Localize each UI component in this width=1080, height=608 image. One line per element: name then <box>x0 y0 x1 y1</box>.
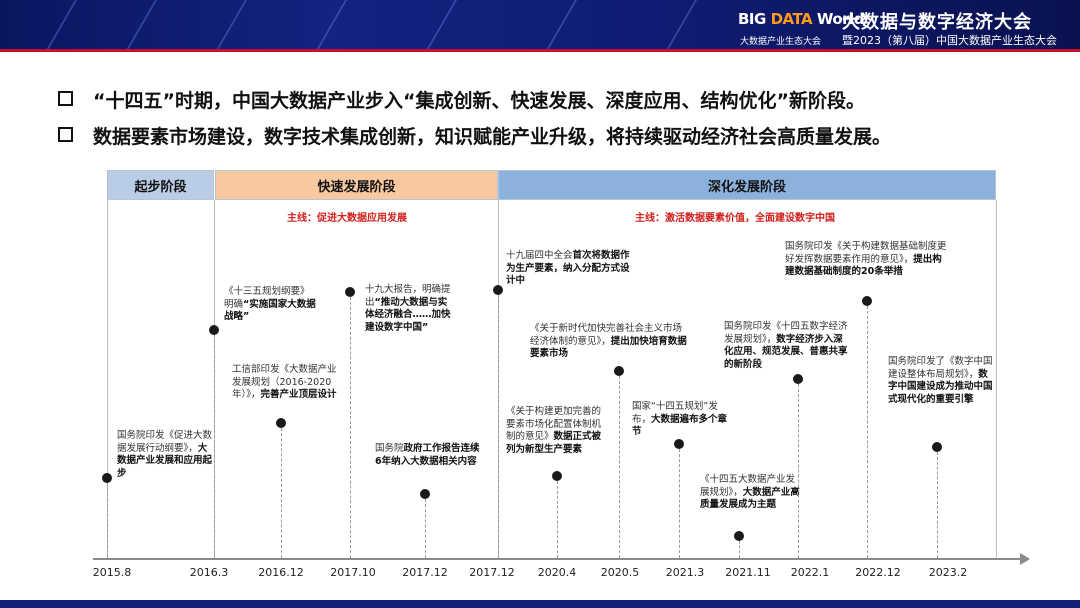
header-stripe <box>0 49 1080 52</box>
tick-label: 2021.3 <box>665 566 705 579</box>
phase-start: 起步阶段 <box>107 170 214 200</box>
event-note-2016-12: 工信部印发《大数据产业发展规划（2016-2020年）》，完善产业顶层设计 <box>232 364 337 400</box>
bullet-1-text: “十四五”时期，中国大数据产业步入“集成创新、快速发展、深度应用、结构优化”新阶… <box>93 90 865 112</box>
tick-label: 2020.4 <box>537 566 577 579</box>
tick-label: 2016.3 <box>189 566 229 579</box>
logo-text: BIG DATA World <box>738 10 864 28</box>
tick-label: 2017.12 <box>402 566 448 579</box>
tick-label: 2016.12 <box>258 566 304 579</box>
event-note-2017-12-plenary: 十九届四中全会首次将数据作为生产要素，纳入分配方式设计中 <box>506 250 630 286</box>
timeline-axis <box>93 558 1023 560</box>
tick-label: 2015.8 <box>92 566 132 579</box>
event-note-2021-3: 国家“十四五规划”发布，大数据遍布多个章节 <box>632 401 728 437</box>
tick-label: 2023.2 <box>928 566 968 579</box>
footer-bar <box>0 600 1080 608</box>
square-bullet-icon <box>58 127 73 142</box>
main-line-1: 主线：促进大数据应用发展 <box>287 213 407 224</box>
conference-title: 大数据与数字经济大会 <box>842 12 1032 33</box>
phase-deepening-development: 深化发展阶段 <box>498 170 996 200</box>
event-note-2022-12: 国务院印发《关于构建数据基础制度更好发挥数据要素作用的意见》，提出构建数据基础制… <box>785 241 947 277</box>
timeline-dot <box>734 531 744 541</box>
timeline-dot <box>276 418 286 428</box>
arrow-right-icon <box>1020 553 1030 565</box>
timeline-dot <box>209 325 219 335</box>
timeline-dot <box>552 471 562 481</box>
square-bullet-icon <box>58 91 73 106</box>
tick-label: 2022.1 <box>790 566 830 579</box>
logo-subtitle: 大数据产业生态大会 <box>740 37 822 47</box>
bullet-2: 数据要素市场建设，数字技术集成创新，知识赋能产业升级，将持续驱动经济社会高质量发… <box>58 122 891 149</box>
tick-label: 2022.12 <box>855 566 901 579</box>
timeline-dot <box>493 285 503 295</box>
timeline-dot <box>932 442 942 452</box>
timeline-dot <box>674 439 684 449</box>
event-note-2020-4: 《关于构建更加完善的要素市场化配置体制机制的意见》数据正式被列为新型生产要素 <box>506 406 602 455</box>
timeline-dot <box>102 473 112 483</box>
bullet-2-text: 数据要素市场建设，数字技术集成创新，知识赋能产业升级，将持续驱动经济社会高质量发… <box>93 126 892 148</box>
timeline-dot <box>614 366 624 376</box>
event-note-2015-8: 国务院印发《促进大数据发展行动纲要》，大数据产业发展和应用起步 <box>117 430 213 479</box>
bullet-1: “十四五”时期，中国大数据产业步入“集成创新、快速发展、深度应用、结构优化”新阶… <box>58 86 865 113</box>
phase-divider <box>996 200 997 558</box>
timeline-dot <box>345 287 355 297</box>
timeline-dot <box>862 296 872 306</box>
event-note-2023-2: 国务院印发了《数字中国建设整体布局规划》，数字中国建设成为推动中国式现代化的重要… <box>888 356 993 405</box>
timeline-dot <box>793 374 803 384</box>
tick-label: 2017.12 <box>469 566 515 579</box>
conference-subtitle: 暨2023（第八届）中国大数据产业生态大会 <box>842 34 1057 47</box>
event-note-2022-1: 国务院印发《十四五数字经济发展规划》，数字经济步入深化应用、规范发展、普惠共享的… <box>724 321 848 370</box>
tick-label: 2021.11 <box>725 566 771 579</box>
tick-label: 2020.5 <box>600 566 640 579</box>
event-note-2020-5: 《关于新时代加快完善社会主义市场经济体制的意见》，提出加快培育数据要素市场 <box>530 323 687 359</box>
phase-divider <box>107 200 108 558</box>
event-note-2021-11: 《十四五大数据产业发展规划》，大数据产业高质量发展成为主题 <box>700 474 800 510</box>
event-note-2017-12-report: 国务院政府工作报告连续6年纳入大数据相关内容 <box>375 443 480 467</box>
phase-rapid-development: 快速发展阶段 <box>215 170 498 200</box>
event-note-2017-10: 十九大报告，明确提出“推动大数据与实体经济融合……加快建设数字中国” <box>365 284 451 333</box>
logo: BIG DATA World 大数据产业生态大会 <box>738 8 864 48</box>
main-line-2: 主线：激活数据要素价值，全面建设数字中国 <box>635 213 835 224</box>
header-banner: BIG DATA World 大数据产业生态大会 大数据与数字经济大会 暨202… <box>0 0 1080 52</box>
timeline-dot <box>420 489 430 499</box>
tick-label: 2017.10 <box>330 566 376 579</box>
event-note-2016-3: 《十三五规划纲要》明确“实施国家大数据战略” <box>224 286 316 322</box>
